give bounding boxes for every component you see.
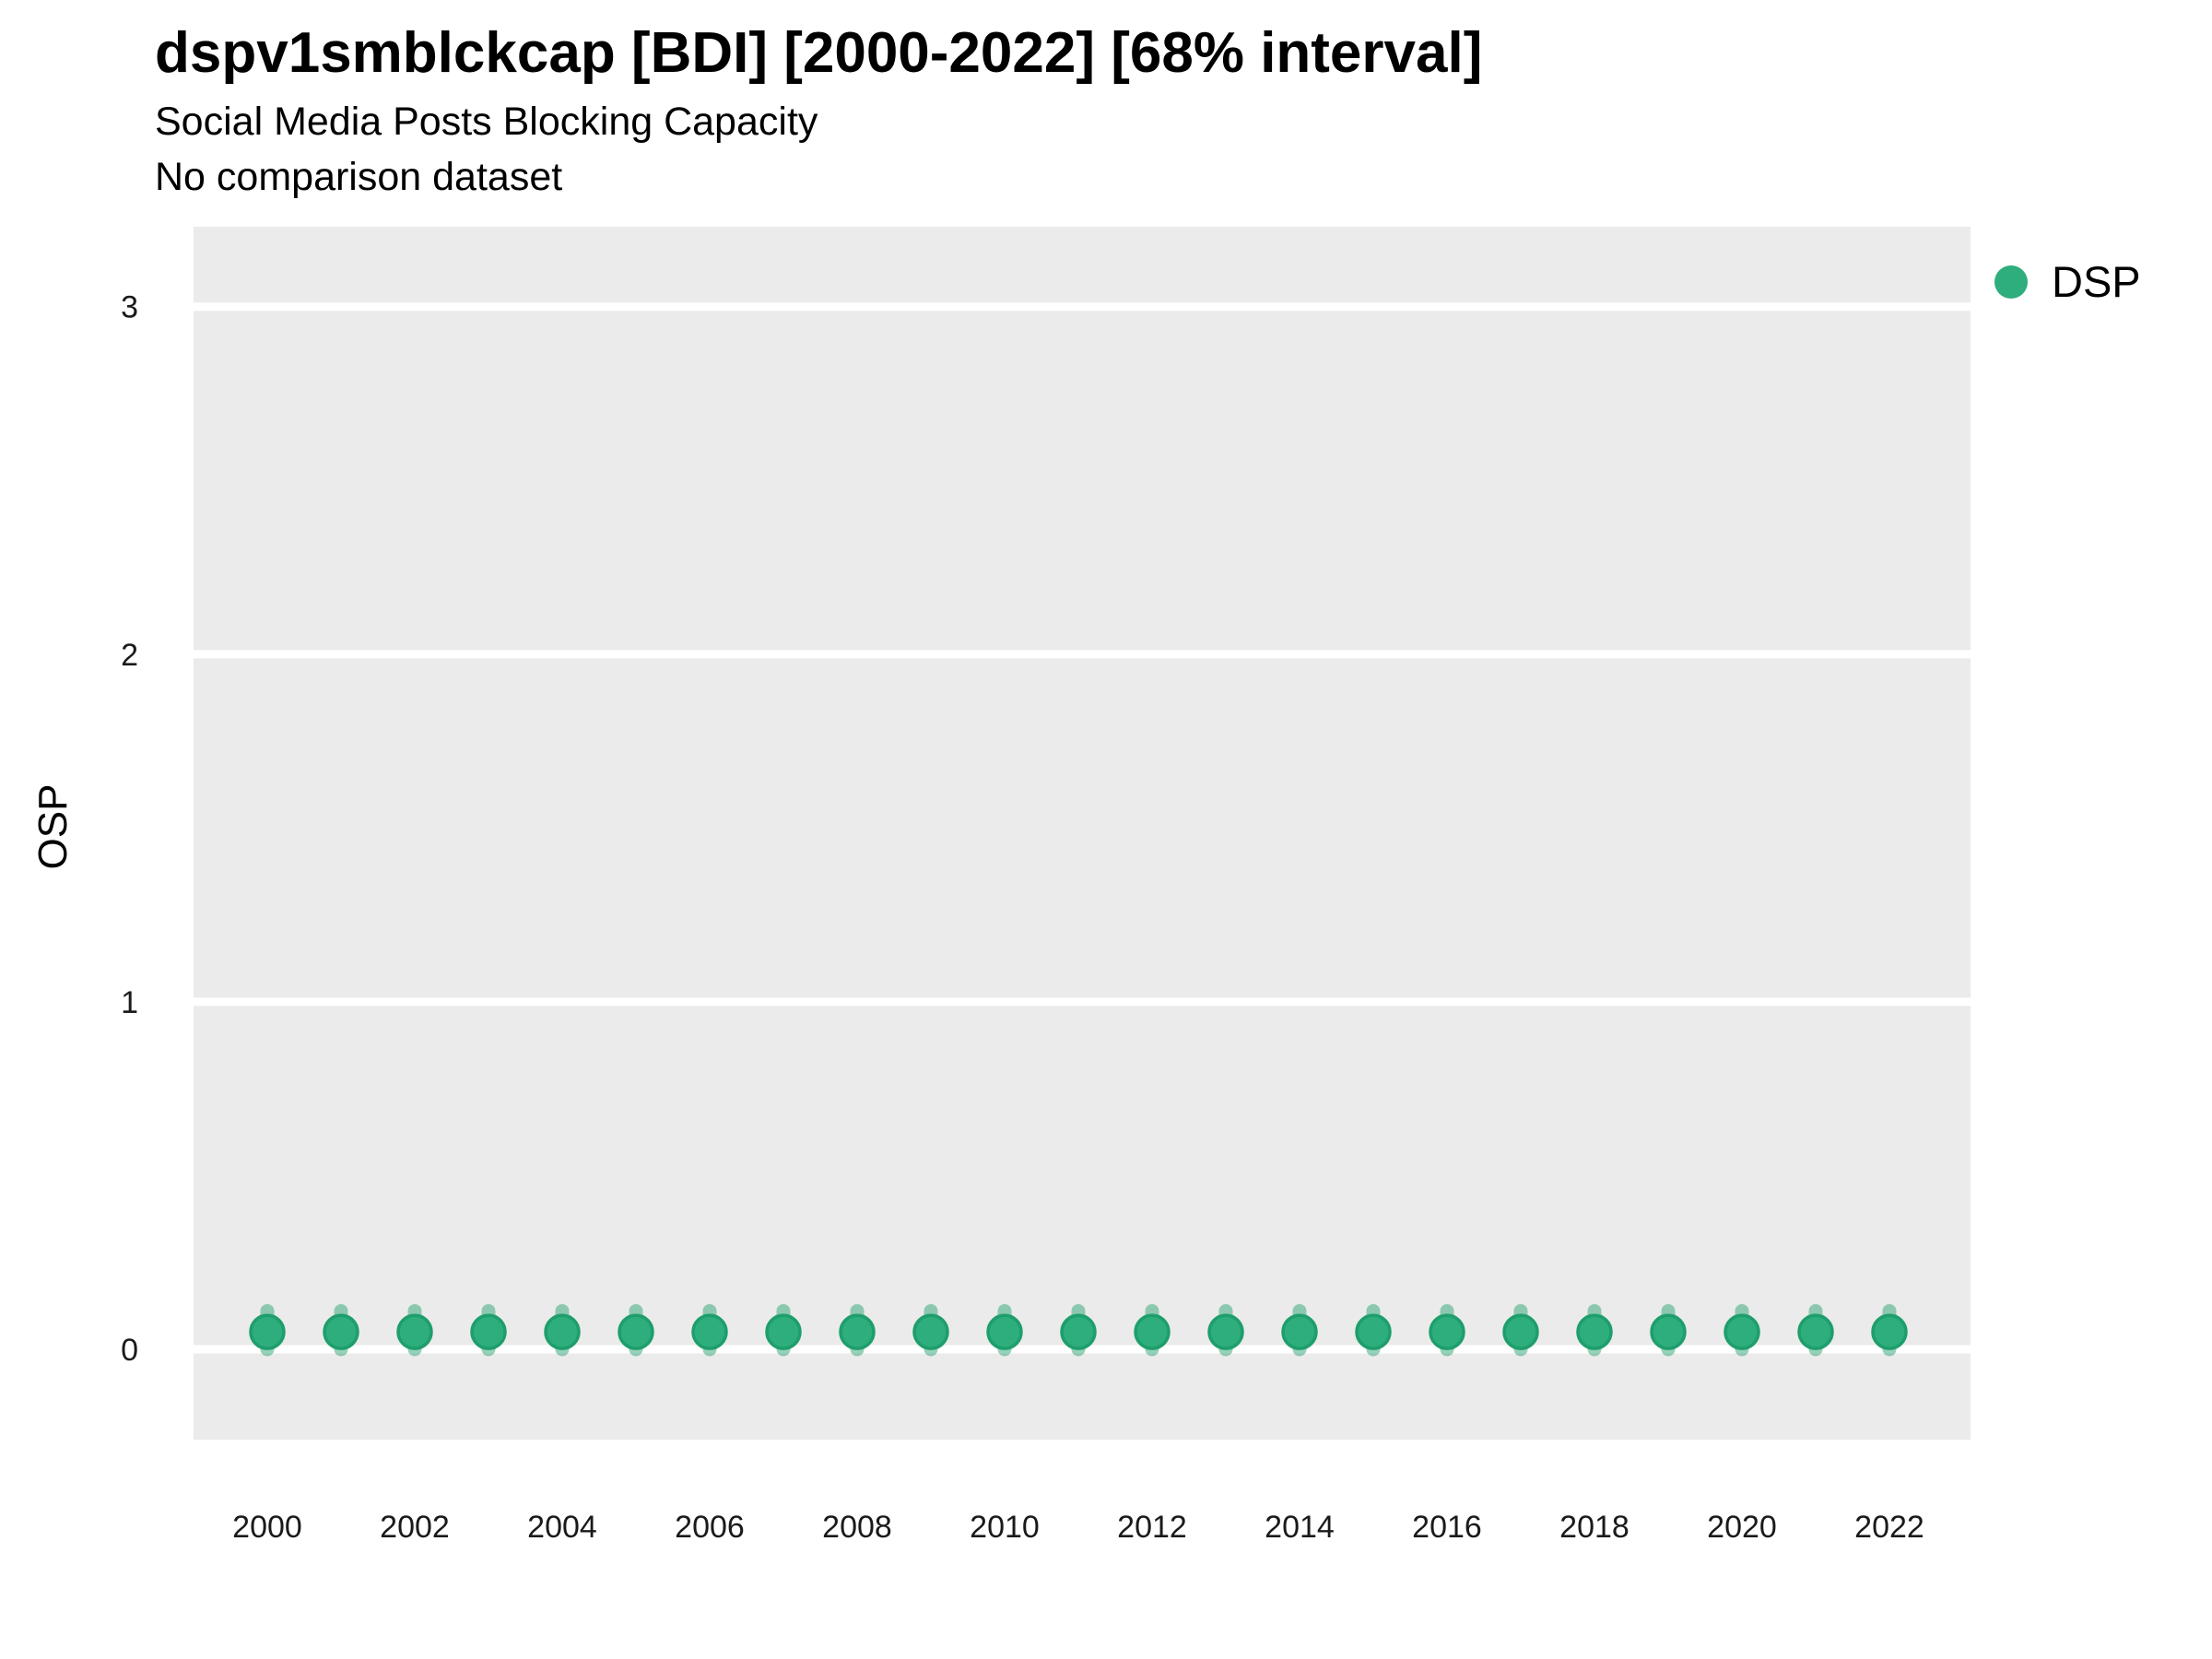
y-tick-label: 2 [121,638,138,673]
data-point [1650,1313,1687,1350]
y-tick-label: 3 [121,290,138,325]
data-point [618,1313,654,1350]
legend-dsp-dot-icon [1994,265,2028,299]
data-point [765,1313,802,1350]
data-point [912,1313,949,1350]
x-tick-label: 2004 [527,1510,597,1545]
x-tick-label: 2000 [232,1510,302,1545]
plot-panel [194,227,1971,1440]
x-tick-label: 2012 [1117,1510,1187,1545]
y-tick-label: 0 [121,1333,138,1368]
data-point [986,1313,1023,1350]
x-tick-label: 2010 [970,1510,1040,1545]
data-point [691,1313,728,1350]
legend-dsp-label: DSP [2052,257,2141,306]
grid-line-y2 [194,650,1971,659]
x-tick-label: 2018 [1559,1510,1630,1545]
data-point [1207,1313,1244,1350]
x-tick-label: 2020 [1707,1510,1777,1545]
page-title: dspv1smblckcap [BDI] [2000-2022] [68% in… [155,21,1483,85]
x-tick-label: 2006 [675,1510,745,1545]
y-tick-label: 1 [121,985,138,1020]
page-subtitle: Social Media Posts Blocking Capacity [155,100,818,144]
data-point [323,1313,359,1350]
data-point [1871,1313,1908,1350]
data-point [249,1313,286,1350]
x-tick-label: 2008 [822,1510,892,1545]
data-point [1576,1313,1613,1350]
x-tick-label: 2022 [1854,1510,1924,1545]
data-point [1281,1313,1318,1350]
data-point [1502,1313,1539,1350]
legend: DSP [1994,256,2141,307]
data-point [1355,1313,1392,1350]
comparison-note: No comparison dataset [155,155,563,199]
grid-line-y1 [194,997,1971,1006]
data-point [470,1313,507,1350]
x-tick-label: 2002 [380,1510,450,1545]
x-tick-label: 2014 [1265,1510,1335,1545]
grid-line-y3 [194,302,1971,312]
data-point [396,1313,433,1350]
data-point [1429,1313,1465,1350]
data-point [839,1313,876,1350]
data-point [1134,1313,1171,1350]
data-point [1060,1313,1097,1350]
data-point [544,1313,581,1350]
data-point [1797,1313,1834,1350]
data-point [1724,1313,1760,1350]
x-tick-label: 2016 [1412,1510,1482,1545]
